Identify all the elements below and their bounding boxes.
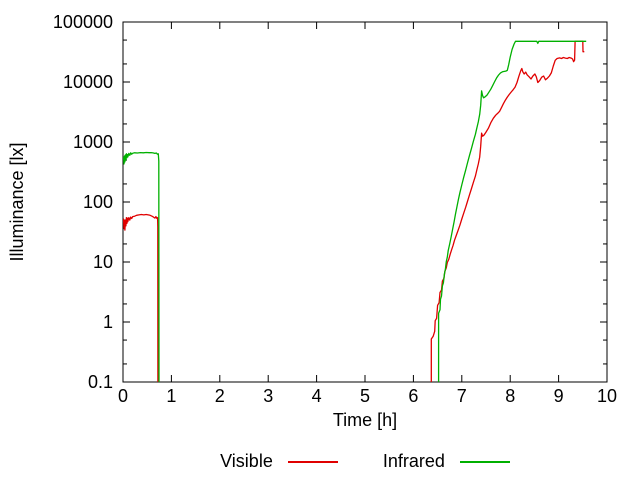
- x-tick-label-10: 10: [597, 386, 617, 406]
- x-axis-title: Time [h]: [332, 410, 398, 430]
- y-tick-label-3: 100: [83, 192, 113, 212]
- x-tick-label-6: 6: [408, 386, 418, 406]
- x-tick-label-2: 2: [215, 386, 225, 406]
- series-path-infrared-0: [123, 151, 160, 382]
- legend-line-visible: [287, 460, 338, 463]
- x-tick-label-7: 7: [457, 386, 467, 406]
- legend-line-infrared: [459, 460, 510, 463]
- y-tick-label-2: 10: [93, 252, 113, 272]
- series-path-infrared-1: [437, 40, 587, 382]
- x-tick-label-3: 3: [263, 386, 273, 406]
- y-tick-label-6: 100000: [53, 12, 113, 32]
- plot-border: [122, 21, 608, 383]
- x-tick-label-9: 9: [554, 386, 564, 406]
- legend-label-visible: Visible: [220, 451, 273, 471]
- y-axis-title: Illuminance [lx]: [7, 142, 27, 262]
- y-tick-label-4: 1000: [73, 132, 113, 152]
- x-tick-label-5: 5: [360, 386, 370, 406]
- x-tick-label-8: 8: [505, 386, 515, 406]
- x-tick-label-4: 4: [312, 386, 322, 406]
- x-tick-label-1: 1: [166, 386, 176, 406]
- legend: Visible Infrared: [123, 451, 607, 472]
- x-tick-label-0: 0: [118, 386, 128, 406]
- y-tick-label-1: 1: [103, 312, 113, 332]
- series-path-visible-1: [430, 40, 585, 382]
- series-path-visible-0: [123, 213, 159, 382]
- y-tick-label-0: 0.1: [88, 372, 113, 392]
- legend-label-infrared: Infrared: [382, 451, 445, 471]
- y-tick-label-5: 10000: [63, 72, 113, 92]
